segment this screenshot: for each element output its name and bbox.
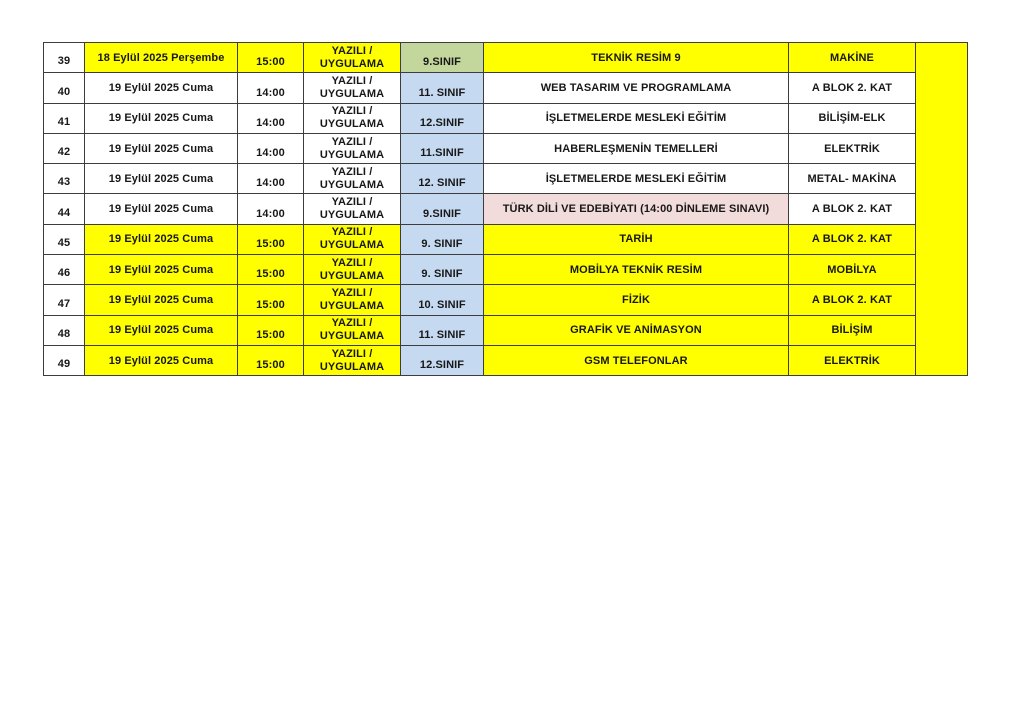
cell-exam-type: YAZILI / UYGULAMA bbox=[304, 164, 401, 195]
cell-grade: 10. SINIF bbox=[401, 285, 484, 316]
cell-location: MOBİLYA bbox=[789, 255, 916, 286]
cell-grade: 9. SINIF bbox=[401, 255, 484, 286]
side-strip-cell bbox=[916, 43, 968, 377]
cell-exam-type: YAZILI / UYGULAMA bbox=[304, 224, 401, 256]
cell-subject: MOBİLYA TEKNİK RESİM bbox=[484, 255, 789, 286]
cell-subject: TÜRK DİLİ VE EDEBİYATI (14:00 DİNLEME SI… bbox=[484, 194, 789, 225]
cell-date: 19 Eylül 2025 Cuma bbox=[85, 73, 238, 104]
cell-date: 19 Eylül 2025 Cuma bbox=[85, 315, 238, 346]
cell-subject: FİZİK bbox=[484, 285, 789, 316]
cell-exam-type: YAZILI / UYGULAMA bbox=[304, 255, 401, 286]
cell-date: 19 Eylül 2025 Cuma bbox=[85, 255, 238, 286]
cell-subject: İŞLETMELERDE MESLEKİ EĞİTİM bbox=[484, 164, 789, 195]
cell-date: 19 Eylül 2025 Cuma bbox=[85, 285, 238, 316]
cell-date: 19 Eylül 2025 Cuma bbox=[85, 345, 238, 377]
cell-location: A BLOK 2. KAT bbox=[789, 224, 916, 256]
cell-time: 14:00 bbox=[238, 164, 304, 195]
cell-location: A BLOK 2. KAT bbox=[789, 194, 916, 225]
cell-date: 19 Eylül 2025 Cuma bbox=[85, 103, 238, 134]
cell-row-number: 44 bbox=[44, 194, 85, 225]
cell-subject: GSM TELEFONLAR bbox=[484, 345, 789, 377]
cell-time: 14:00 bbox=[238, 133, 304, 165]
cell-grade: 12. SINIF bbox=[401, 164, 484, 195]
cell-date: 19 Eylül 2025 Cuma bbox=[85, 224, 238, 256]
cell-date: 19 Eylül 2025 Cuma bbox=[85, 133, 238, 165]
cell-subject: İŞLETMELERDE MESLEKİ EĞİTİM bbox=[484, 103, 789, 134]
cell-exam-type: YAZILI / UYGULAMA bbox=[304, 315, 401, 346]
cell-row-number: 41 bbox=[44, 103, 85, 134]
cell-time: 15:00 bbox=[238, 315, 304, 346]
cell-row-number: 40 bbox=[44, 73, 85, 104]
cell-exam-type: YAZILI / UYGULAMA bbox=[304, 43, 401, 74]
cell-time: 14:00 bbox=[238, 73, 304, 104]
cell-time: 15:00 bbox=[238, 345, 304, 377]
cell-grade: 11. SINIF bbox=[401, 315, 484, 346]
cell-location: METAL- MAKİNA bbox=[789, 164, 916, 195]
cell-exam-type: YAZILI / UYGULAMA bbox=[304, 103, 401, 134]
cell-exam-type: YAZILI / UYGULAMA bbox=[304, 194, 401, 225]
cell-location: MAKİNE bbox=[789, 43, 916, 74]
cell-row-number: 46 bbox=[44, 255, 85, 286]
cell-grade: 12.SINIF bbox=[401, 103, 484, 134]
cell-row-number: 42 bbox=[44, 133, 85, 165]
cell-exam-type: YAZILI / UYGULAMA bbox=[304, 285, 401, 316]
cell-location: ELEKTRİK bbox=[789, 345, 916, 377]
cell-subject: HABERLEŞMENİN TEMELLERİ bbox=[484, 133, 789, 165]
cell-row-number: 39 bbox=[44, 43, 85, 74]
cell-location: BİLİŞİM-ELK bbox=[789, 103, 916, 134]
cell-grade: 11. SINIF bbox=[401, 73, 484, 104]
cell-row-number: 49 bbox=[44, 345, 85, 377]
cell-subject: WEB TASARIM VE PROGRAMLAMA bbox=[484, 73, 789, 104]
cell-exam-type: YAZILI / UYGULAMA bbox=[304, 133, 401, 165]
cell-grade: 9. SINIF bbox=[401, 224, 484, 256]
cell-location: ELEKTRİK bbox=[789, 133, 916, 165]
cell-location: A BLOK 2. KAT bbox=[789, 73, 916, 104]
cell-time: 15:00 bbox=[238, 224, 304, 256]
cell-row-number: 47 bbox=[44, 285, 85, 316]
cell-subject: TARİH bbox=[484, 224, 789, 256]
cell-time: 15:00 bbox=[238, 43, 304, 74]
cell-row-number: 43 bbox=[44, 164, 85, 195]
cell-grade: 9.SINIF bbox=[401, 43, 484, 74]
cell-time: 14:00 bbox=[238, 103, 304, 134]
cell-time: 15:00 bbox=[238, 285, 304, 316]
cell-location: A BLOK 2. KAT bbox=[789, 285, 916, 316]
cell-grade: 9.SINIF bbox=[401, 194, 484, 225]
cell-exam-type: YAZILI / UYGULAMA bbox=[304, 345, 401, 377]
cell-row-number: 45 bbox=[44, 224, 85, 256]
cell-exam-type: YAZILI / UYGULAMA bbox=[304, 73, 401, 104]
cell-grade: 11.SINIF bbox=[401, 133, 484, 165]
cell-subject: GRAFİK VE ANİMASYON bbox=[484, 315, 789, 346]
exam-schedule-table: 39 18 Eylül 2025 Perşembe 15:00 YAZILI /… bbox=[43, 42, 968, 377]
cell-time: 14:00 bbox=[238, 194, 304, 225]
cell-date: 18 Eylül 2025 Perşembe bbox=[85, 43, 238, 74]
cell-grade: 12.SINIF bbox=[401, 345, 484, 377]
cell-location: BİLİŞİM bbox=[789, 315, 916, 346]
cell-row-number: 48 bbox=[44, 315, 85, 346]
cell-date: 19 Eylül 2025 Cuma bbox=[85, 164, 238, 195]
cell-time: 15:00 bbox=[238, 255, 304, 286]
cell-subject: TEKNİK RESİM 9 bbox=[484, 43, 789, 74]
cell-date: 19 Eylül 2025 Cuma bbox=[85, 194, 238, 225]
